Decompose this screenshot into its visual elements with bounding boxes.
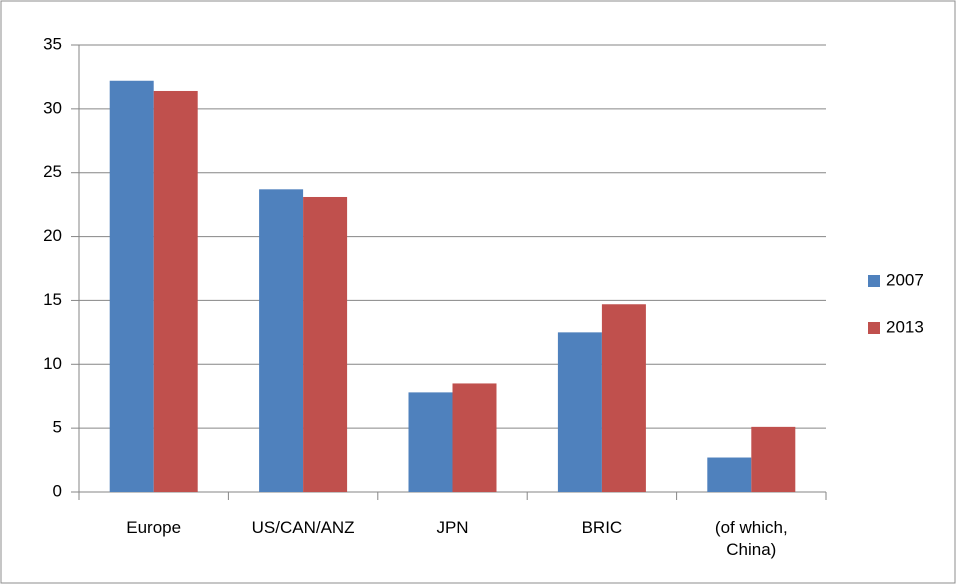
- legend-label: 2007: [886, 270, 924, 289]
- x-tick-label: (of which, China): [714, 518, 788, 559]
- legend-swatch: [868, 275, 880, 287]
- y-tick-label: 30: [43, 98, 62, 117]
- y-tick-label: 25: [43, 162, 62, 181]
- y-tick-label: 15: [43, 290, 62, 309]
- x-tick-label: BRIC: [581, 518, 623, 537]
- legend-label: 2013: [886, 317, 924, 336]
- y-tick-label: 10: [43, 354, 62, 373]
- y-tick-label: 20: [43, 226, 62, 245]
- y-tick-label: 5: [53, 418, 62, 437]
- x-tick-label: US/CAN/ANZ: [251, 518, 355, 537]
- bar: [408, 392, 453, 492]
- bar: [153, 90, 198, 492]
- bar: [707, 457, 752, 492]
- legend-swatch: [868, 322, 880, 334]
- y-tick-label: 35: [43, 34, 62, 53]
- bar: [601, 304, 646, 492]
- bar: [751, 426, 796, 492]
- x-tick-label: JPN: [436, 518, 469, 537]
- bar: [259, 189, 304, 492]
- bar: [303, 196, 348, 493]
- y-tick-label: 0: [53, 481, 62, 500]
- bar: [452, 383, 497, 492]
- x-tick-label: Europe: [126, 518, 182, 537]
- bar: [109, 80, 154, 492]
- bar: [557, 332, 602, 492]
